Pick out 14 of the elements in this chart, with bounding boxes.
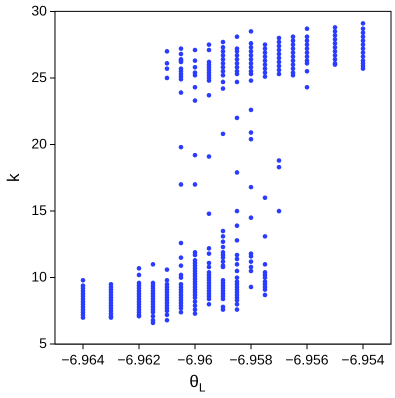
y-tick-label: 25 <box>31 68 48 85</box>
y-tick-label: 30 <box>31 2 48 18</box>
x-tick-label: −6.958 <box>229 351 273 368</box>
x-tick-label: −6.956 <box>285 351 329 368</box>
y-axis-title: k <box>4 173 23 182</box>
x-tick-label: −6.964 <box>61 351 105 368</box>
x-axis-title: θ$_{L}$ <box>188 372 207 394</box>
y-tick-label: 20 <box>31 135 48 152</box>
x-tick-label: −6.962 <box>117 351 161 368</box>
y-tick-label: 10 <box>31 268 48 284</box>
x-tick-label: −6.96 <box>177 351 213 368</box>
y-tick-label: 15 <box>31 202 48 218</box>
y-tick-label: 5 <box>39 335 48 352</box>
x-tick-label: −6.954 <box>341 351 385 368</box>
